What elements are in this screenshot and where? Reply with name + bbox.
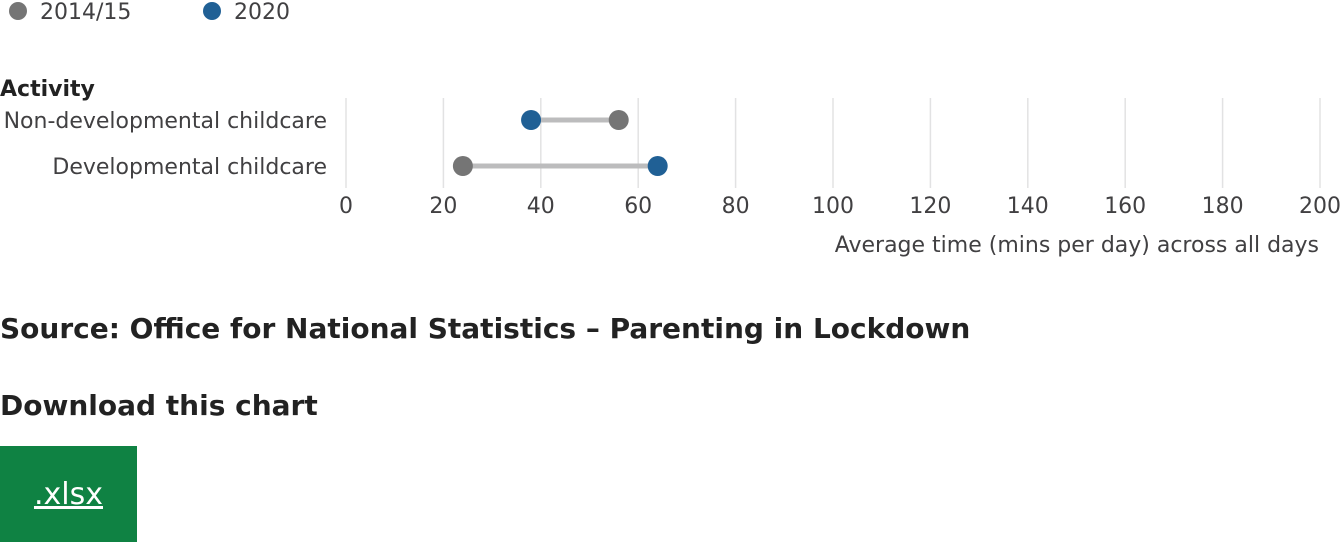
tick-label: 80 [722,194,750,219]
data-point [608,110,629,130]
tick-label: 140 [1007,194,1049,219]
gridlines [345,98,1321,188]
connectors [462,117,658,169]
download-chart-heading: Download this chart [0,389,318,422]
tick-label: 160 [1104,194,1146,219]
tick-label: 20 [429,194,457,219]
chart-legend: 2014/15 2020 [9,0,290,25]
tick-label: 40 [527,194,555,219]
legend-marker [203,2,221,20]
dumbbell-chart: 2014/15 2020 Activity 0 20 40 60 80 100 120 140 1… [0,0,1341,258]
tick-label: 100 [812,194,854,219]
category-axis-title: Activity [0,77,95,102]
data-point [521,110,542,130]
x-axis-title: Average time (mins per day) across all d… [835,233,1319,258]
legend-marker [9,2,27,20]
legend-label: 2020 [234,0,290,25]
legend-label: 2014/15 [40,0,131,25]
category-label: Non-developmental childcare [4,109,327,134]
tick-label: 120 [909,194,951,219]
download-xlsx-button[interactable]: .xlsx [0,446,137,542]
x-axis-ticks: 0 20 40 60 80 100 120 140 160 180 200 [339,194,1341,219]
tick-label: 0 [339,194,353,219]
tick-label: 180 [1202,194,1244,219]
tick-label: 200 [1299,194,1341,219]
category-label: Developmental childcare [52,155,327,180]
category-labels: Non-developmental childcare Developmental… [4,109,327,180]
data-points [452,110,668,176]
data-point [452,156,473,176]
tick-label: 60 [624,194,652,219]
source-text: Source: Office for National Statistics –… [0,312,971,345]
data-point [647,156,668,176]
